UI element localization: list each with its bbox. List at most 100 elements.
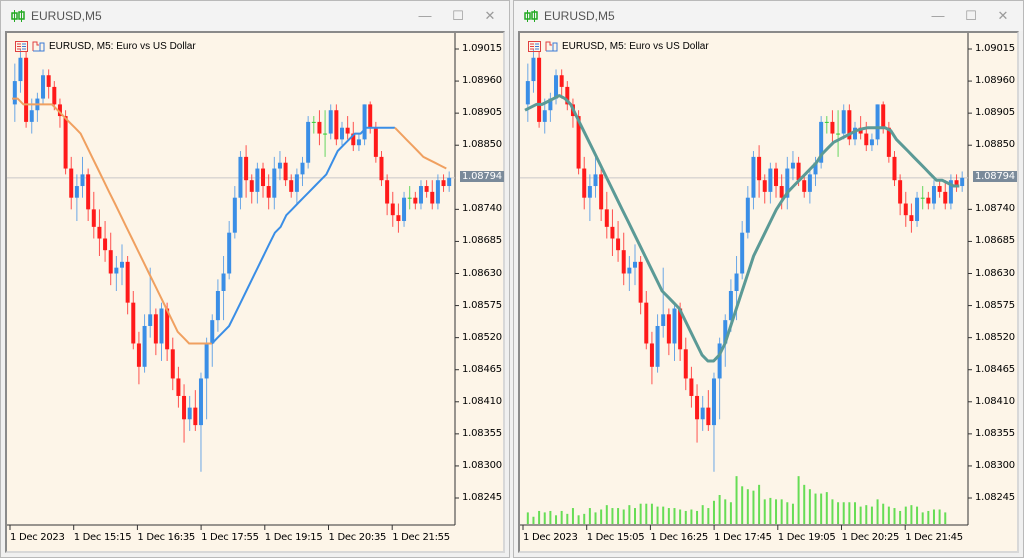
candle	[402, 191, 407, 227]
candle	[356, 133, 361, 152]
volume-bar	[617, 508, 620, 524]
maximize-button[interactable]: ☐	[965, 8, 977, 23]
price-chart[interactable]	[7, 33, 507, 553]
candle	[306, 116, 311, 169]
candle	[187, 395, 192, 431]
minimize-button[interactable]: —	[418, 8, 432, 23]
depth-of-market-icon[interactable]	[32, 41, 45, 52]
candle	[413, 191, 418, 210]
volume-bar	[927, 510, 930, 524]
candle	[266, 174, 271, 210]
candle	[954, 174, 959, 192]
candle	[621, 232, 626, 286]
volume-bar	[667, 508, 670, 524]
candle	[390, 191, 395, 227]
candle	[385, 174, 390, 216]
volume-bar	[854, 502, 856, 524]
candle	[368, 101, 373, 134]
volume-bar	[769, 497, 772, 524]
close-button[interactable]: ✕	[997, 8, 1009, 23]
candle	[824, 116, 829, 134]
price-tick-label: 1.08410	[462, 395, 502, 407]
candle	[537, 51, 542, 128]
candle	[819, 116, 824, 169]
candle	[136, 331, 141, 385]
price-tick-label: 1.08740	[975, 203, 1015, 215]
volume-bar	[566, 513, 569, 524]
volume-bar	[814, 493, 817, 524]
candle	[599, 168, 604, 222]
depth-of-market-icon[interactable]	[545, 41, 558, 52]
candle	[559, 69, 564, 99]
candle	[86, 168, 91, 222]
chart-area[interactable]: EURUSD, M5: Euro vs US Dollar 1.09015 1.0…	[5, 31, 505, 553]
candle	[633, 244, 637, 286]
candle	[937, 180, 942, 198]
window-title: EURUSD,M5	[544, 9, 615, 23]
price-tick-label: 1.08300	[462, 459, 502, 471]
volume-bar	[628, 505, 631, 524]
volume-bar	[555, 515, 558, 524]
candle	[762, 174, 767, 204]
title-bar[interactable]: EURUSD,M5 — ☐ ✕	[1, 1, 509, 31]
candle	[283, 156, 288, 187]
chart-window-left[interactable]: EURUSD,M5 — ☐ ✕ EURUSD, M5: Euro vs US D…	[0, 0, 510, 558]
volume-bar	[532, 516, 535, 524]
candle	[700, 395, 705, 431]
candle	[689, 366, 694, 408]
moving-average-line	[524, 94, 960, 363]
volume-bar	[803, 484, 806, 524]
volume-bar	[938, 509, 941, 524]
price-tick-label: 1.08740	[462, 203, 502, 215]
price-tick-label: 1.08410	[975, 395, 1015, 407]
volume-bar	[882, 503, 885, 524]
candle	[131, 290, 136, 350]
candle	[909, 203, 914, 233]
price-chart[interactable]	[520, 33, 1020, 553]
candle	[345, 116, 350, 140]
title-bar[interactable]: EURUSD,M5 — ☐ ✕	[514, 1, 1023, 31]
price-tick-label: 1.08245	[975, 492, 1015, 503]
maximize-button[interactable]: ☐	[452, 8, 464, 23]
candle	[407, 186, 412, 210]
candle	[249, 174, 254, 204]
volume-bar	[605, 505, 608, 524]
candle	[396, 203, 401, 233]
window-title: EURUSD,M5	[31, 9, 102, 23]
candle	[328, 104, 333, 140]
candle	[610, 209, 615, 257]
candle	[114, 256, 119, 291]
volume-bar	[690, 509, 693, 524]
chart-area[interactable]: EURUSD, M5: Euro vs US Dollar 1.09015 1.0…	[518, 31, 1019, 553]
candle	[745, 186, 750, 239]
candle	[441, 174, 446, 192]
candle	[807, 168, 812, 204]
volume-bar	[679, 509, 682, 524]
volume-bar	[887, 506, 890, 524]
candle	[627, 256, 632, 291]
volume-bar	[656, 506, 659, 524]
candle	[943, 180, 948, 210]
candle	[774, 162, 779, 198]
trade-panel-icon[interactable]	[528, 41, 541, 52]
candle	[853, 121, 857, 146]
minimize-button[interactable]: —	[931, 8, 945, 23]
candle	[582, 156, 587, 210]
volume-bar	[724, 499, 727, 524]
candle	[198, 372, 203, 472]
indicator-line-down	[12, 97, 212, 345]
candle	[785, 156, 790, 210]
time-tick-label: 1 Dec 20:35	[328, 532, 387, 543]
close-button[interactable]: ✕	[484, 8, 496, 23]
time-tick-label: 1 Dec 19:15	[264, 532, 323, 543]
volume-bar	[825, 492, 828, 524]
price-tick-label: 1.08355	[975, 427, 1015, 439]
price-tick-label: 1.08850	[462, 139, 502, 151]
volume-bar	[820, 493, 823, 524]
candle	[644, 290, 649, 350]
chart-window-right[interactable]: EURUSD,M5 — ☐ ✕ EURUSD, M5: Euro vs US D…	[513, 0, 1024, 558]
candle	[847, 104, 852, 146]
trade-panel-icon[interactable]	[15, 41, 28, 52]
volume-bar	[600, 509, 603, 524]
symbol-description: EURUSD, M5: Euro vs US Dollar	[562, 41, 709, 52]
